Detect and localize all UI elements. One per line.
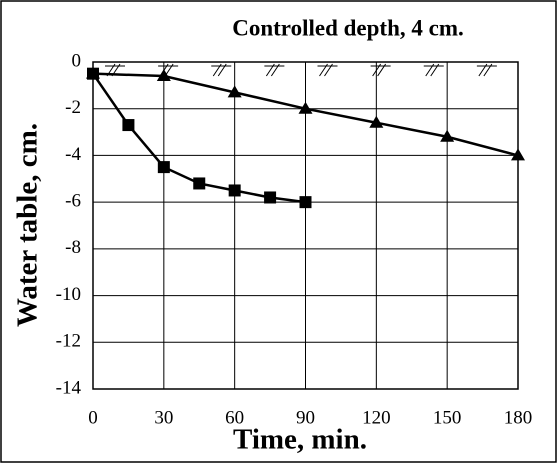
y-tick-label: -6 [65,191,81,212]
y-tick-label: -14 [56,377,82,398]
square-marker [122,119,135,132]
y-tick-label: -4 [65,144,81,165]
triangle-marker [227,85,242,98]
x-tick-label: 60 [225,407,244,428]
x-tick-label: 180 [504,407,533,428]
y-tick-label: -2 [65,97,81,118]
ground-symbol [423,63,444,77]
square-marker [299,196,312,209]
y-axis-label: Water table, cm. [12,123,44,327]
triangle-marker [440,129,455,142]
x-tick-label: 150 [433,407,462,428]
triangle-marker [511,148,525,161]
y-tick-label: -10 [56,284,81,305]
ground-symbol [317,63,338,77]
ground-symbol [476,63,497,77]
x-tick-label: 30 [154,407,173,428]
ground-symbol [264,63,285,77]
x-tick-label: 0 [88,407,98,428]
chart-title: Controlled depth, 4 cm. [232,15,464,40]
x-tick-label: 90 [296,407,315,428]
square-marker [157,161,170,174]
y-tick-label: -12 [56,331,81,352]
triangle-marker [369,115,384,128]
y-tick-label: -8 [65,237,81,258]
triangle-marker [156,69,171,82]
square-marker [264,191,277,204]
y-tick-label: 0 [72,50,82,71]
ground-symbol [370,63,391,77]
square-marker [228,184,241,197]
x-axis-label: Time, min. [233,424,367,456]
triangle-marker [298,101,313,114]
x-tick-label: 120 [362,407,391,428]
ground-symbol [211,63,232,77]
plot-frame [92,61,519,390]
square-marker [87,67,99,80]
square-marker [193,177,206,190]
